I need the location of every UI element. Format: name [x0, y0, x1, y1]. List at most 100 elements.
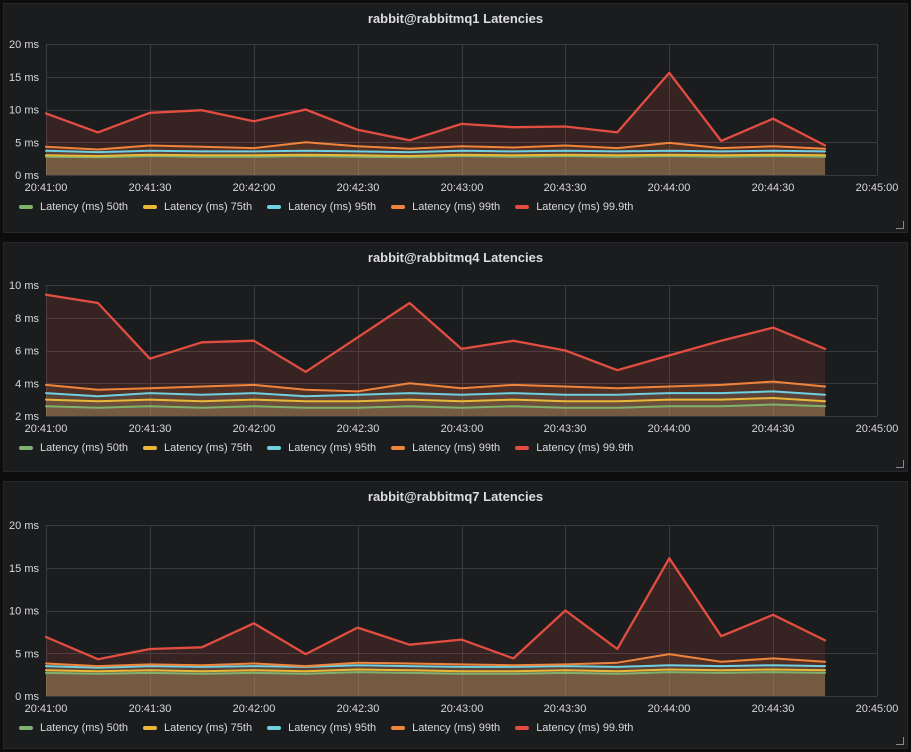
series-line-latency-ms-95th	[45, 149, 827, 154]
x-axis-label: 20:41:30	[129, 703, 172, 715]
legend-swatch-icon	[267, 446, 282, 450]
x-axis-label: 20:41:00	[25, 703, 68, 715]
x-axis-label: 20:42:30	[337, 703, 380, 715]
panel-resize-handle[interactable]	[896, 737, 904, 745]
series-line-latency-ms-99.9th	[44, 71, 827, 147]
series-fill-latency-ms-99.9th	[46, 558, 826, 696]
series-fill-latency-ms-95th	[46, 391, 826, 416]
series-fill-latency-ms-99.9th	[46, 72, 826, 175]
latency-chart[interactable]: 0 ms 5 ms 10 ms 15 ms 20 ms 20:41:00 20:41:30 2…	[4, 482, 909, 750]
series-line-latency-ms-95th	[45, 390, 827, 398]
legend-swatch-icon	[19, 726, 33, 730]
x-axis-label: 20:44:30	[752, 703, 795, 715]
legend-item-latency-ms-95th[interactable]: Latency (ms) 95th	[267, 722, 376, 734]
latency-chart[interactable]: 2 ms 4 ms 6 ms 8 ms 10 ms 20:41:00 20:41:30 20:…	[4, 243, 909, 473]
legend-item-latency-ms-50th[interactable]: Latency (ms) 50th	[19, 442, 128, 454]
panel-title[interactable]: rabbit@rabbitmq1 Latencies	[367, 11, 544, 26]
series-fill-latency-ms-50th	[46, 672, 826, 696]
legend-label: Latency (ms) 75th	[164, 442, 253, 454]
panel-title[interactable]: rabbit@rabbitmq4 Latencies	[367, 250, 544, 265]
series-line-latency-ms-99th	[45, 380, 827, 393]
legend-item-latency-ms-99.9th[interactable]: Latency (ms) 99.9th	[515, 201, 633, 213]
legend-item-latency-ms-99.9th[interactable]: Latency (ms) 99.9th	[515, 722, 633, 734]
x-axis-label: 20:45:00	[856, 182, 899, 194]
legend-item-latency-ms-99.9th[interactable]: Latency (ms) 99.9th	[515, 442, 633, 454]
legend-item-latency-ms-75th[interactable]: Latency (ms) 75th	[143, 442, 252, 454]
x-axis-label: 20:43:00	[441, 423, 484, 435]
series-fill-latency-ms-75th	[46, 154, 826, 175]
legend-label: Latency (ms) 99th	[412, 201, 501, 213]
legend-swatch-icon	[143, 446, 158, 450]
legend-swatch-icon	[515, 726, 530, 730]
y-axis-label: 2 ms	[15, 411, 39, 423]
legend-item-latency-ms-99th[interactable]: Latency (ms) 99th	[391, 722, 500, 734]
legend-swatch-icon	[19, 446, 33, 450]
series-line-latency-ms-99th	[45, 141, 827, 151]
legend-item-latency-ms-75th[interactable]: Latency (ms) 75th	[143, 722, 252, 734]
legend-swatch-icon	[143, 205, 158, 209]
x-axis-label: 20:41:30	[129, 182, 172, 194]
series-line-latency-ms-50th	[45, 671, 827, 675]
panel-header: rabbit@rabbitmq7 Latencies	[4, 482, 907, 508]
legend-swatch-icon	[391, 446, 406, 450]
x-axis-label: 20:44:00	[648, 182, 691, 194]
y-axis-label: 0 ms	[15, 691, 39, 703]
x-axis-label: 20:45:00	[856, 703, 899, 715]
y-axis-label: 15 ms	[9, 72, 39, 84]
legend: Latency (ms) 50th Latency (ms) 75th Latenc…	[19, 722, 633, 734]
legend-item-latency-ms-75th[interactable]: Latency (ms) 75th	[143, 201, 252, 213]
legend: Latency (ms) 50th Latency (ms) 75th Latenc…	[19, 442, 633, 454]
legend-label: Latency (ms) 99th	[412, 722, 501, 734]
y-axis-label: 10 ms	[9, 606, 39, 618]
legend-item-latency-ms-95th[interactable]: Latency (ms) 95th	[267, 201, 376, 213]
series-fill-latency-ms-75th	[46, 669, 826, 696]
legend-label: Latency (ms) 99th	[412, 442, 501, 454]
x-axis-label: 20:44:30	[752, 423, 795, 435]
legend-label: Latency (ms) 99.9th	[536, 722, 634, 734]
legend-label: Latency (ms) 95th	[288, 442, 377, 454]
legend-swatch-icon	[515, 446, 530, 450]
panel-resize-handle[interactable]	[896, 460, 904, 468]
legend-item-latency-ms-99th[interactable]: Latency (ms) 99th	[391, 442, 500, 454]
x-axis-label: 20:42:00	[233, 703, 276, 715]
y-axis-label: 5 ms	[15, 137, 39, 149]
panel-rabbit-rabbitmq4-latencies: rabbit@rabbitmq4 Latencies 2 ms 4 ms 6 ms 8 …	[3, 242, 908, 472]
y-axis-label: 20 ms	[9, 39, 39, 51]
legend-item-latency-ms-50th[interactable]: Latency (ms) 50th	[19, 201, 128, 213]
legend-item-latency-ms-99th[interactable]: Latency (ms) 99th	[391, 201, 500, 213]
legend-label: Latency (ms) 50th	[40, 722, 129, 734]
legend-swatch-icon	[515, 205, 530, 209]
series-line-latency-ms-99.9th	[44, 557, 827, 661]
y-axis-label: 10 ms	[9, 105, 39, 117]
legend-label: Latency (ms) 99.9th	[536, 442, 634, 454]
panel-rabbit-rabbitmq1-latencies: rabbit@rabbitmq1 Latencies 0 ms 5 ms 10 ms 1…	[3, 3, 908, 233]
legend-label: Latency (ms) 95th	[288, 722, 377, 734]
latency-chart[interactable]: 0 ms 5 ms 10 ms 15 ms 20 ms 20:41:00 20:41:30 2…	[4, 4, 909, 234]
series-fill-latency-ms-50th	[46, 156, 826, 175]
panel-title[interactable]: rabbit@rabbitmq7 Latencies	[367, 489, 544, 504]
legend-swatch-icon	[267, 726, 282, 730]
legend-swatch-icon	[391, 205, 406, 209]
series-line-latency-ms-99th	[45, 653, 827, 668]
x-axis-label: 20:44:30	[752, 182, 795, 194]
legend-label: Latency (ms) 99.9th	[536, 201, 634, 213]
legend-item-latency-ms-50th[interactable]: Latency (ms) 50th	[19, 722, 128, 734]
series-line-latency-ms-75th	[45, 397, 827, 403]
x-axis-label: 20:41:00	[25, 423, 68, 435]
x-axis-label: 20:44:00	[648, 703, 691, 715]
legend-item-latency-ms-95th[interactable]: Latency (ms) 95th	[267, 442, 376, 454]
x-axis-label: 20:43:30	[544, 182, 587, 194]
x-axis-label: 20:43:30	[544, 703, 587, 715]
y-axis-label: 15 ms	[9, 563, 39, 575]
legend-label: Latency (ms) 50th	[40, 201, 129, 213]
y-axis-label: 5 ms	[15, 648, 39, 660]
legend-swatch-icon	[267, 205, 282, 209]
panel-resize-handle[interactable]	[896, 221, 904, 229]
x-axis-label: 20:41:30	[129, 423, 172, 435]
y-axis-label: 6 ms	[15, 346, 39, 358]
series-line-latency-ms-75th	[45, 153, 827, 157]
x-axis-label: 20:44:00	[648, 423, 691, 435]
series-line-latency-ms-95th	[45, 664, 827, 669]
y-axis-label: 8 ms	[15, 313, 39, 325]
